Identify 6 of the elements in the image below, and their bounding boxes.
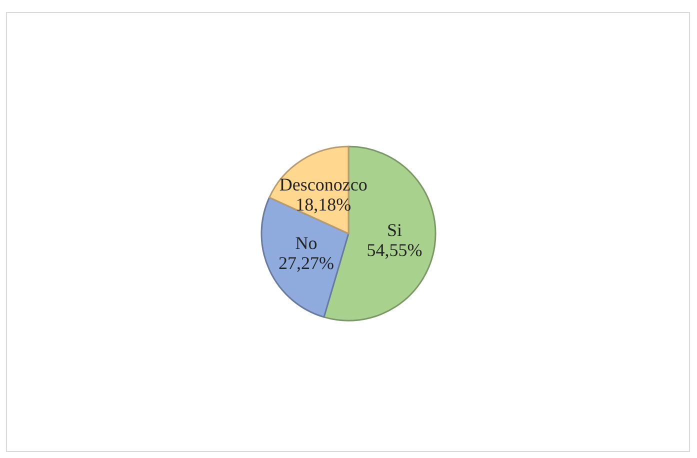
slice-label: Desconozco <box>279 174 368 194</box>
slice-label: Si <box>387 220 402 240</box>
data-label: 18,18% <box>296 194 352 214</box>
data-label: 27,27% <box>278 252 334 273</box>
data-label: 54,55% <box>366 240 422 260</box>
slice-label: No <box>295 232 318 253</box>
